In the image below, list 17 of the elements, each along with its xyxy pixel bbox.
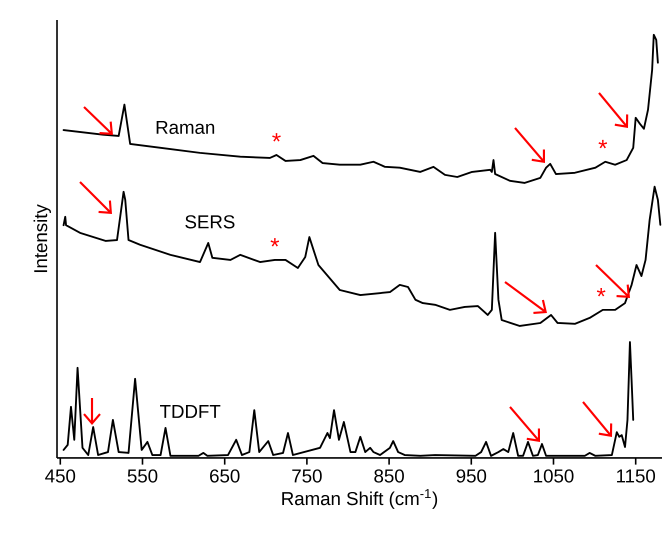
x-tick-label: 550 [128,469,158,483]
annotation: * [272,133,281,142]
series-label: SERS [185,215,234,228]
series-label: TDDFT [160,405,220,418]
series-label: Raman [156,120,214,134]
annotation: * [270,238,280,246]
x-tick-label: 650 [210,469,240,483]
x-tick-label: 1150 [617,469,656,483]
x-axis-title: Raman Shift (cm$^{-1}$) [282,489,438,509]
x-tick-label: 950 [456,469,486,483]
annotation: * [598,140,608,148]
x-tick-label: 1050 [534,469,574,483]
x-tick-label: 850 [374,469,404,483]
x-tick-label: 750 [292,469,322,483]
x-tick-label: 450 [45,469,76,483]
annotation: * [596,288,606,296]
y-axis-title: Intensity [34,204,51,272]
